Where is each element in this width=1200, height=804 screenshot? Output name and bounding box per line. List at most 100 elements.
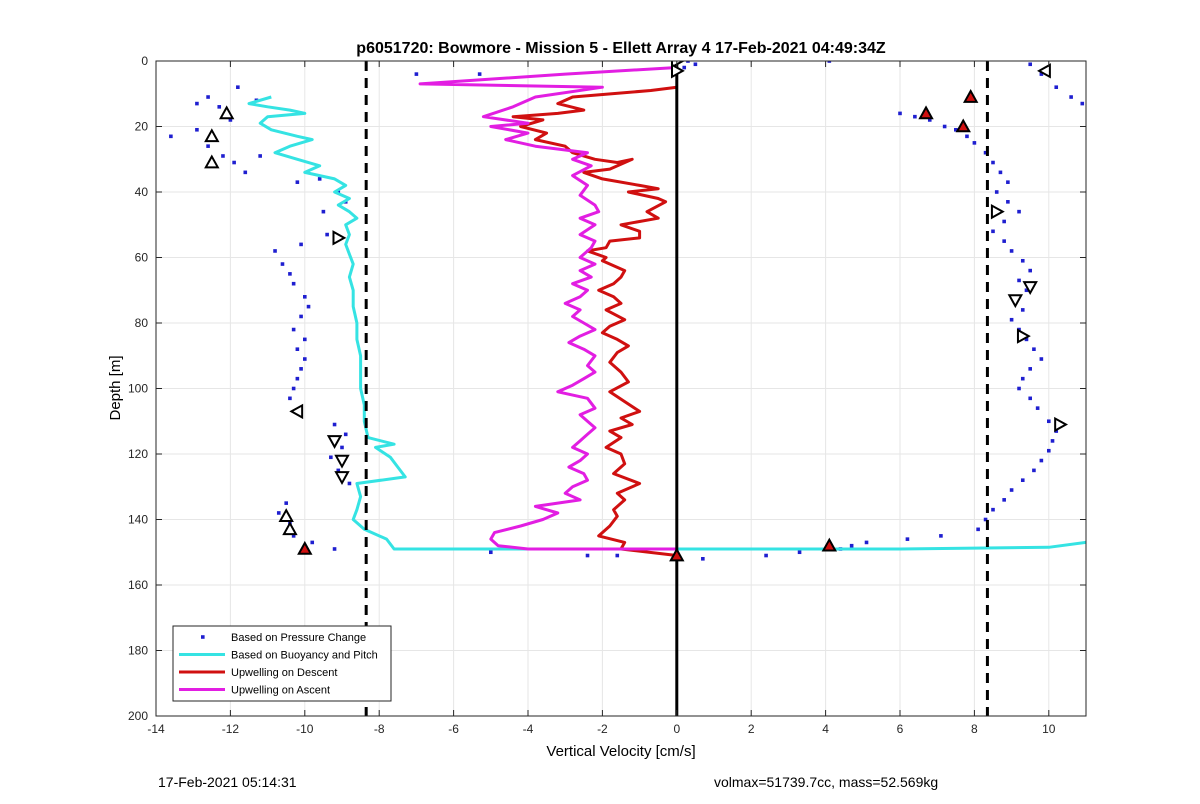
pressure-point bbox=[585, 553, 590, 558]
legend-swatch bbox=[201, 635, 205, 639]
pressure-point bbox=[1047, 419, 1051, 424]
pressure-point bbox=[991, 507, 995, 512]
triangle-right-marker bbox=[1054, 416, 1069, 433]
pressure-point bbox=[1009, 249, 1014, 253]
pressure-point bbox=[299, 242, 303, 247]
pressure-point bbox=[347, 481, 352, 486]
series-line-2 bbox=[511, 85, 677, 557]
pressure-point bbox=[1020, 376, 1025, 381]
pressure-point bbox=[169, 134, 173, 139]
pressure-point bbox=[1020, 258, 1025, 263]
triangle-down-marker bbox=[1022, 281, 1038, 296]
pressure-point bbox=[1050, 439, 1055, 443]
pressure-point bbox=[849, 543, 854, 548]
pressure-point bbox=[310, 540, 315, 545]
x-tick-label: -14 bbox=[147, 722, 165, 736]
pressure-point bbox=[273, 249, 277, 253]
pressure-point bbox=[236, 85, 240, 89]
pressure-point bbox=[1020, 308, 1025, 312]
triangle-up-marker bbox=[297, 540, 313, 555]
pressure-point bbox=[232, 160, 236, 165]
pressure-point bbox=[291, 534, 296, 538]
y-tick-label: 20 bbox=[135, 120, 149, 134]
pressure-point bbox=[276, 511, 281, 515]
pressure-point bbox=[1006, 200, 1010, 204]
x-tick-label: -12 bbox=[222, 722, 240, 736]
triangle-left-marker bbox=[289, 403, 304, 420]
series-line-3 bbox=[418, 66, 677, 551]
pressure-point bbox=[976, 527, 980, 532]
y-tick-label: 40 bbox=[135, 185, 149, 199]
pressure-point bbox=[1028, 396, 1032, 401]
pressure-point bbox=[299, 314, 303, 319]
pressure-point bbox=[206, 144, 210, 148]
pressure-point bbox=[295, 376, 300, 381]
pressure-point bbox=[291, 281, 296, 286]
pressure-point bbox=[1054, 85, 1059, 89]
pressure-point bbox=[913, 114, 917, 119]
pressure-point bbox=[1002, 219, 1006, 224]
pressure-point bbox=[243, 170, 248, 175]
pressure-point bbox=[1024, 337, 1029, 342]
pressure-point bbox=[998, 170, 1003, 175]
pressure-point bbox=[1017, 386, 1021, 391]
triangle-up-marker bbox=[821, 537, 838, 552]
pressure-point bbox=[991, 160, 995, 165]
pressure-point bbox=[303, 337, 307, 342]
triangle-down-marker bbox=[1007, 294, 1024, 309]
pressure-point bbox=[325, 232, 329, 237]
pressure-point bbox=[954, 127, 958, 132]
triangle-down-marker bbox=[334, 471, 350, 485]
pressure-point bbox=[1009, 488, 1014, 492]
pressure-point bbox=[1028, 268, 1032, 273]
triangle-down-marker bbox=[326, 435, 343, 449]
y-tick-label: 180 bbox=[128, 644, 148, 658]
triangle-up-marker bbox=[669, 547, 685, 562]
pressure-point bbox=[329, 455, 333, 460]
pressure-point bbox=[927, 118, 932, 122]
pressure-point bbox=[336, 468, 341, 473]
pressure-point bbox=[340, 445, 344, 450]
y-tick-label: 120 bbox=[128, 447, 148, 461]
pressure-point bbox=[682, 65, 687, 70]
footer-timestamp: 17-Feb-2021 05:14:31 bbox=[158, 774, 297, 790]
pressure-point bbox=[195, 101, 199, 106]
legend: Based on Pressure Change Based on Buoyanc… bbox=[172, 625, 392, 702]
legend-label: Upwelling on Ascent bbox=[231, 685, 330, 697]
pressure-point bbox=[1039, 72, 1044, 76]
pressure-point bbox=[1020, 478, 1025, 482]
pressure-point bbox=[1032, 468, 1036, 473]
pressure-point bbox=[1009, 317, 1014, 322]
pressure-point bbox=[764, 553, 768, 558]
triangle-right-marker bbox=[671, 61, 685, 69]
y-tick-label: 80 bbox=[135, 316, 149, 330]
pressure-point bbox=[965, 134, 969, 139]
pressure-point bbox=[1039, 458, 1044, 463]
pressure-point bbox=[1069, 95, 1073, 99]
pressure-point bbox=[321, 209, 326, 214]
triangle-up-marker bbox=[204, 154, 220, 169]
pressure-point bbox=[983, 150, 988, 155]
x-tick-label: 0 bbox=[673, 722, 680, 736]
triangle-right-marker bbox=[1016, 328, 1031, 344]
pressure-point bbox=[1002, 498, 1006, 502]
pressure-point bbox=[317, 177, 322, 181]
pressure-point bbox=[1028, 62, 1032, 67]
pressure-point bbox=[1032, 347, 1036, 351]
pressure-point bbox=[291, 386, 296, 391]
x-tick-label: 2 bbox=[748, 722, 755, 736]
triangle-right-marker bbox=[332, 230, 347, 246]
triangle-up-marker bbox=[204, 128, 220, 143]
pressure-point bbox=[615, 553, 620, 558]
pressure-point bbox=[972, 141, 977, 145]
x-tick-label: 6 bbox=[897, 722, 904, 736]
chart-title: p6051720: Bowmore - Mission 5 - Ellett A… bbox=[356, 40, 886, 57]
pressure-point bbox=[1039, 357, 1044, 361]
pressure-point bbox=[288, 272, 292, 276]
y-tick-label: 0 bbox=[141, 54, 148, 68]
pressure-point bbox=[1006, 180, 1010, 184]
x-tick-label: -4 bbox=[523, 722, 534, 736]
pressure-point bbox=[1002, 239, 1006, 243]
pressure-point bbox=[288, 396, 292, 401]
